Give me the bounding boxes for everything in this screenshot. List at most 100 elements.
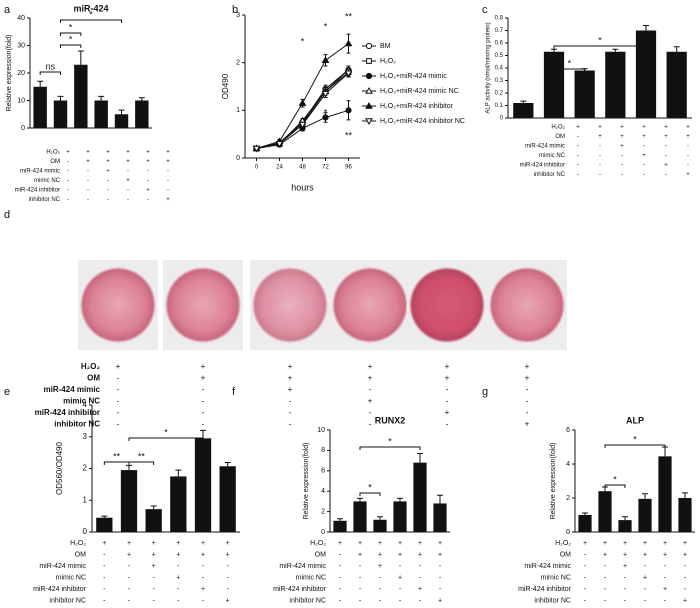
significance-label: * [633, 434, 637, 444]
treatment-sign: + [683, 540, 687, 547]
bar [598, 491, 612, 532]
treatment-sign: - [439, 586, 442, 593]
treatment-sign: + [166, 150, 170, 156]
treatment-sign: - [117, 397, 120, 406]
legend-marker [365, 118, 373, 126]
panel-label: c [482, 4, 488, 16]
treatment-sign: - [202, 408, 205, 417]
y-tick-label: 2 [321, 508, 325, 515]
treatment-sign: - [665, 144, 667, 150]
error-bar [118, 109, 125, 115]
treatment-sign: - [446, 397, 449, 406]
bar [393, 501, 407, 532]
treatment-sign: - [117, 374, 120, 383]
treatment-sign: - [604, 597, 607, 604]
treatment-sign: - [107, 197, 109, 203]
treatment-sign: - [202, 420, 205, 429]
treatment-label: inhibitor NC [49, 597, 86, 604]
treatment-sign: + [378, 563, 382, 570]
treatment-sign: - [577, 163, 579, 169]
y-tick-label: 2 [83, 464, 88, 473]
treatment-sign: + [623, 551, 627, 558]
y-tick-label: 3 [83, 432, 88, 441]
bar [74, 64, 88, 128]
bar [120, 470, 138, 532]
significance-bracket [553, 45, 647, 49]
treatment-sign: + [438, 551, 442, 558]
treatment-label: OM [75, 551, 86, 558]
legend-marker [365, 101, 373, 109]
error-bar [357, 497, 363, 502]
treatment-label: H₂O₂ [551, 125, 565, 131]
legend-label: H₂O₂+miR-424 inhibitor NC [380, 118, 465, 125]
marker [275, 141, 284, 148]
treatment-sign: - [103, 597, 106, 604]
panel-label: a [4, 4, 11, 16]
significance-label: * [368, 482, 372, 492]
significance-label: * [598, 35, 602, 45]
treatment-sign: + [683, 551, 687, 558]
treatment-sign: - [117, 420, 120, 429]
treatment-sign: - [107, 188, 109, 194]
error-bar [397, 497, 403, 502]
panel-label: b [232, 4, 238, 16]
treatment-sign: + [642, 134, 646, 140]
treatment-sign: + [620, 144, 624, 150]
treatment-sign: + [445, 408, 450, 417]
treatment-sign: + [146, 159, 150, 165]
treatment-sign: - [643, 163, 645, 169]
treatment-sign: - [664, 597, 667, 604]
treatment-sign: - [67, 159, 69, 165]
y-axis-label: Relative expression(fold) [6, 34, 13, 111]
significance-bracket [359, 492, 381, 496]
treatment-sign: + [146, 150, 150, 156]
error-bar [582, 512, 588, 515]
treatment-sign: - [202, 563, 205, 570]
treatment-sign: - [644, 586, 647, 593]
treatment-label: miR-424 inhibitor [35, 408, 100, 417]
error-bar [437, 494, 443, 504]
bar [638, 498, 652, 532]
treatment-sign: + [664, 125, 668, 131]
treatment-sign: + [438, 597, 442, 604]
y-axis-label: Relative expression(fold) [550, 442, 557, 519]
significance-label: ** [345, 130, 353, 140]
error-bar [642, 493, 648, 499]
legend-label: H₂O₂+miR-424 inhibitor [380, 103, 454, 110]
treatment-label: mimic NC [541, 574, 571, 581]
treatment-sign: - [621, 163, 623, 169]
line [256, 72, 349, 149]
bar [666, 51, 687, 118]
treatment-sign: + [106, 150, 110, 156]
treatment-sign: - [87, 197, 89, 203]
treatment-sign: - [117, 385, 120, 394]
treatment-label: miR-424 inhibitor [273, 586, 327, 593]
bar [114, 114, 129, 128]
treatment-sign: - [103, 551, 106, 558]
treatment-sign: - [167, 169, 169, 175]
treatment-sign: - [167, 178, 169, 184]
treatment-sign: + [201, 374, 206, 383]
treatment-sign: - [624, 574, 627, 581]
well [489, 267, 565, 343]
treatment-sign: + [176, 574, 180, 581]
treatment-sign: - [226, 574, 229, 581]
treatment-sign: + [127, 551, 131, 558]
treatment-label: mimic NC [63, 397, 100, 406]
treatment-sign: + [623, 563, 627, 570]
treatment-label: inhibitor NC [289, 597, 326, 604]
treatment-sign: + [358, 551, 362, 558]
error-bar [77, 50, 84, 65]
bar [373, 519, 387, 532]
treatment-sign: - [584, 597, 587, 604]
treatment-sign: - [103, 574, 106, 581]
treatment-sign: - [127, 169, 129, 175]
bar [135, 100, 149, 128]
treatment-sign: + [368, 374, 373, 383]
treatment-sign: - [399, 597, 402, 604]
treatment-sign: - [147, 178, 149, 184]
treatment-sign: - [152, 597, 155, 604]
bar [53, 100, 68, 128]
treatment-sign: - [399, 586, 402, 593]
